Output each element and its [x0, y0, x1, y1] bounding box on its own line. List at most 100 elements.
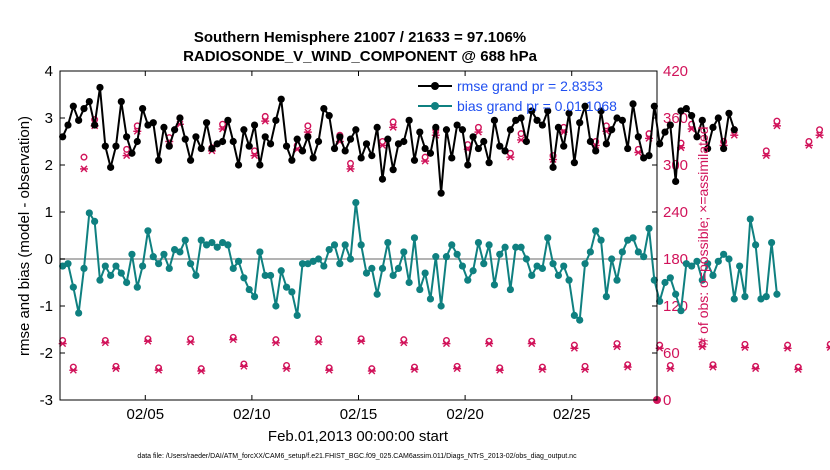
obs-assimilated-point — [239, 362, 248, 370]
rmse-point — [538, 121, 546, 129]
obs-assimilated-point — [708, 363, 717, 371]
y-right-tick-label: 0 — [663, 392, 671, 409]
legend: rmse grand pr = 2.8353 bias grand pr = 0… — [418, 78, 617, 114]
rmse-point — [389, 166, 397, 174]
y-tick-label: 1 — [45, 204, 53, 221]
rmse-point — [544, 107, 552, 115]
obs-possible-point — [304, 122, 312, 130]
obs-assimilated-point — [229, 336, 238, 344]
rmse-point — [480, 137, 488, 146]
bias-point — [378, 264, 387, 272]
bias-point — [768, 238, 776, 247]
obs-assimilated-point — [666, 365, 675, 373]
rmse-point — [645, 152, 653, 160]
bias-point — [597, 236, 605, 244]
obs-assimilated-point — [410, 365, 419, 373]
obs-assimilated-point — [197, 367, 206, 375]
obs-assimilated-stroke — [826, 346, 830, 352]
obs-assimilated-point — [421, 157, 430, 165]
bias-point — [186, 260, 195, 268]
bias-point — [506, 285, 515, 294]
rmse-point — [496, 142, 504, 150]
obs-assimilated-stroke — [826, 344, 830, 349]
rmse-point — [288, 156, 296, 164]
bias-point — [266, 271, 275, 280]
bias-point — [490, 281, 499, 289]
rmse-point — [336, 133, 344, 141]
rmse-point — [485, 159, 493, 167]
obs-possible-point — [474, 123, 482, 131]
bias-point — [522, 255, 531, 263]
rmse-point — [224, 116, 232, 124]
rmse-point — [139, 105, 147, 113]
bias-point — [394, 264, 403, 272]
bias-point — [736, 262, 744, 270]
obs-possible-point — [773, 117, 781, 125]
rmse-point — [298, 147, 307, 155]
bias-point — [666, 274, 674, 282]
bias-point — [746, 215, 754, 223]
rmse-point — [357, 154, 365, 162]
obs-possible-point — [219, 120, 227, 128]
rmse-point — [565, 109, 573, 117]
bias-point — [261, 271, 269, 280]
rmse-point — [720, 144, 728, 153]
bias-point — [91, 217, 99, 225]
bias-point — [75, 309, 83, 317]
rmse-point — [693, 133, 701, 141]
chart-title: Southern Hemisphere 21007 / 21633 = 97.1… — [194, 29, 526, 46]
obs-assimilated-point — [506, 153, 515, 161]
obs-assimilated-point — [186, 338, 195, 346]
rmse-point — [437, 189, 445, 197]
y-axis-right-label: # of obs: o=possible; ×=assimilated — [695, 126, 711, 345]
bias-point — [149, 253, 157, 261]
obs-possible-point — [421, 153, 429, 161]
bias-point — [192, 271, 200, 280]
bias-point — [117, 269, 125, 277]
rmse-point — [426, 149, 435, 157]
bias-point — [160, 250, 168, 258]
rmse-point — [80, 105, 88, 113]
bias-point — [464, 276, 472, 284]
bias-point — [496, 250, 504, 258]
rmse-point — [730, 126, 738, 134]
bias-point — [400, 248, 408, 256]
rmse-point — [282, 142, 291, 150]
rmse-point — [272, 116, 280, 124]
bias-point — [416, 285, 424, 294]
bias-point — [384, 238, 392, 247]
rmse-point — [432, 123, 440, 131]
x-axis-label: Feb.01,2013 00:00:00 start — [268, 428, 449, 445]
bias-point — [64, 260, 72, 268]
rmse-point — [293, 135, 301, 143]
bias-point — [165, 264, 173, 272]
bias-point — [389, 271, 397, 280]
rmse-point — [155, 156, 163, 164]
y-right-tick-label: 60 — [663, 345, 680, 362]
obs-assimilated-point — [154, 366, 163, 374]
obs-assimilated-point — [495, 366, 504, 374]
bias-point — [80, 264, 88, 272]
bias-point — [698, 276, 706, 284]
obs-assimilated-point — [794, 365, 803, 373]
rmse-point — [586, 137, 594, 146]
bias-point — [560, 262, 568, 270]
bias-point — [197, 236, 205, 244]
rmse-point — [448, 154, 456, 162]
rmse-point — [304, 133, 312, 141]
rmse-point — [240, 126, 248, 134]
x-tick-label: 02/10 — [233, 406, 271, 423]
rmse-point — [656, 140, 664, 148]
rmse-point — [533, 116, 541, 124]
obs-assimilated-point — [111, 365, 120, 373]
x-tick-label: 02/05 — [127, 406, 165, 423]
rmse-point — [64, 121, 72, 129]
rmse-point — [149, 119, 157, 127]
rmse-point — [373, 123, 381, 131]
y-tick-label: -1 — [40, 298, 53, 315]
rmse-point — [128, 149, 136, 157]
rmse-point — [59, 133, 67, 141]
obs-assimilated-point — [826, 344, 830, 352]
obs-possible-point — [805, 137, 813, 145]
bias-point — [480, 260, 488, 268]
